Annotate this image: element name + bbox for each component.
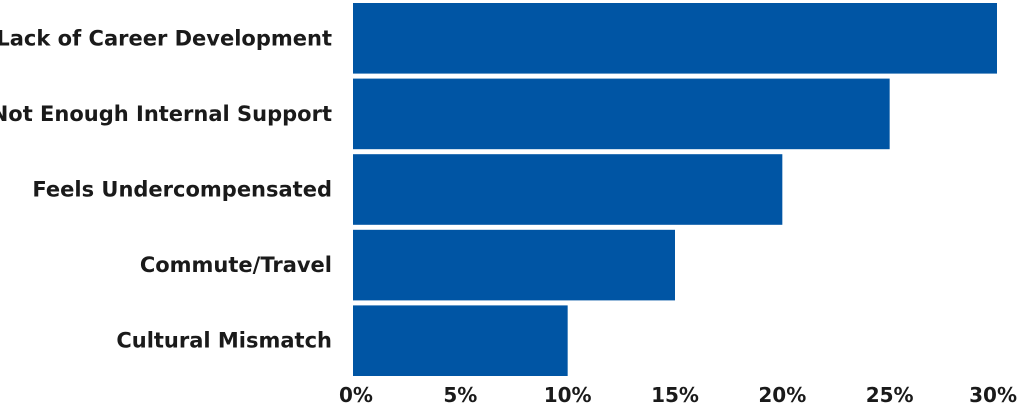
category-label: Not Enough Internal Support [0, 102, 332, 126]
bar-1 [353, 78, 890, 150]
x-tick-label: 30% [969, 383, 1017, 407]
bar-2 [353, 154, 783, 225]
category-label: Commute/Travel [140, 253, 332, 277]
x-axis-tick-labels: 0% 5% 10% 15% 20% 25% 30% [339, 383, 1017, 407]
x-tick-label: 0% [339, 383, 373, 407]
x-tick-label: 5% [443, 383, 477, 407]
x-tick-label: 15% [651, 383, 699, 407]
bar-3 [353, 229, 675, 301]
bar-group [353, 3, 997, 376]
bar-4 [353, 305, 568, 376]
x-tick-label: 10% [544, 383, 592, 407]
x-tick-label: 25% [866, 383, 914, 407]
bar-0 [353, 3, 997, 74]
category-label: Feels Undercompensated [32, 178, 332, 202]
x-tick-label: 20% [758, 383, 806, 407]
category-labels: Lack of Career Development Not Enough Int… [0, 26, 332, 352]
category-label: Cultural Mismatch [116, 329, 332, 353]
category-label: Lack of Career Development [0, 26, 332, 50]
